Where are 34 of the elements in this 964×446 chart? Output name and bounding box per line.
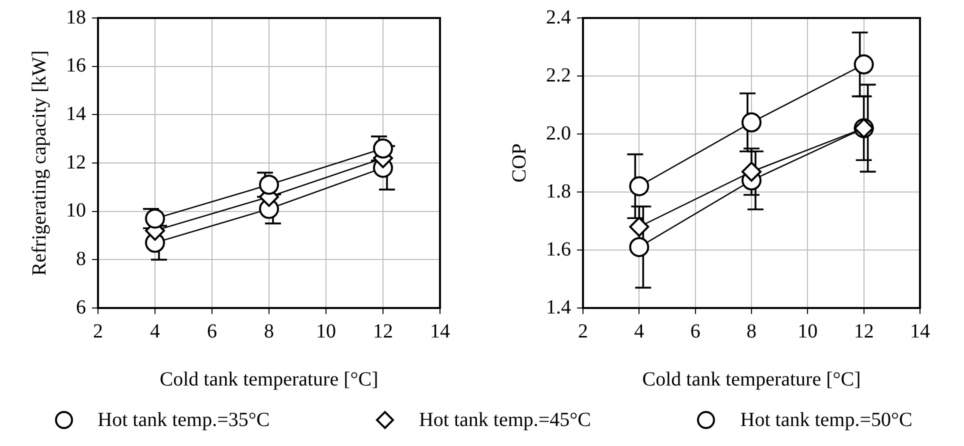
y-tick-label: 6	[76, 296, 86, 318]
x-tick-label: 14	[910, 320, 930, 342]
x-axis-title: Cold tank temperature [°C]	[160, 368, 378, 390]
y-tick-label: 8	[76, 248, 86, 270]
y-tick-label: 10	[66, 200, 86, 222]
y-tick-label: 12	[66, 151, 86, 174]
x-tick-label: 10	[798, 320, 818, 342]
x-axis-title: Cold tank temperature [°C]	[642, 368, 861, 390]
x-tick-label: 4	[150, 320, 160, 342]
x-tick-label: 10	[316, 320, 336, 342]
x-tick-label: 4	[634, 320, 644, 342]
y-tick-label: 1.4	[546, 296, 571, 318]
y-axis-title: Refrigerating capacity [kW]	[28, 50, 50, 276]
x-tick-label: 8	[746, 320, 756, 342]
y-tick-label: 2.0	[546, 122, 571, 144]
legend-label: Hot tank temp.=45°C	[418, 408, 592, 432]
y-axis-title: COP	[508, 144, 530, 182]
y-tick-label: 1.6	[546, 238, 571, 260]
x-tick-label: 14	[430, 320, 450, 342]
x-tick-label: 12	[854, 320, 874, 342]
y-tick-label: 2.4	[546, 6, 571, 28]
x-tick-label: 8	[264, 320, 274, 342]
legend-label: Hot tank temp.=35°C	[98, 408, 270, 432]
x-tick-label: 2	[578, 320, 588, 342]
x-tick-label: 2	[93, 320, 103, 342]
x-tick-label: 6	[207, 320, 217, 342]
y-tick-label: 18	[66, 6, 86, 28]
y-tick-label: 16	[66, 54, 86, 77]
x-tick-label: 6	[690, 320, 700, 342]
y-tick-label: 2.2	[546, 64, 571, 86]
legend-label: Hot tank temp.=50°C	[740, 408, 912, 432]
y-tick-label: 14	[66, 102, 86, 125]
x-tick-label: 12	[373, 320, 393, 342]
y-tick-label: 1.8	[546, 180, 571, 202]
